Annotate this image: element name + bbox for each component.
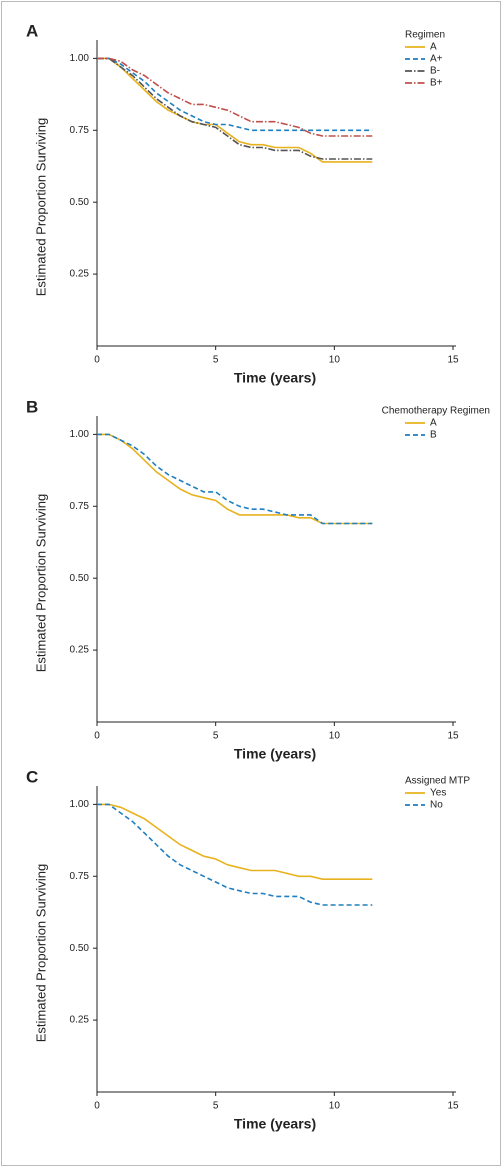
legend-title: Chemotherapy Regimen <box>382 406 490 417</box>
survival-curve <box>97 57 373 160</box>
x-axis-title: Time (years) <box>234 370 316 386</box>
y-tick-label: 0.25 <box>70 1015 90 1026</box>
y-tick-label: 0.25 <box>70 269 90 280</box>
x-tick-label: 10 <box>329 731 341 742</box>
survival-curve <box>97 57 373 163</box>
x-tick-label: 15 <box>447 1101 459 1112</box>
legend-label: A <box>430 418 437 429</box>
x-tick-label: 0 <box>94 1101 100 1112</box>
legend-label: No <box>430 800 443 811</box>
x-tick-label: 15 <box>447 731 459 742</box>
panel-label: A <box>26 21 38 40</box>
legend-label: B- <box>430 66 440 77</box>
x-tick-label: 10 <box>329 355 341 366</box>
legend-label: A+ <box>430 54 443 65</box>
x-tick-label: 0 <box>94 355 100 366</box>
y-tick-label: 0.50 <box>70 197 90 208</box>
legend-label: Yes <box>430 788 446 799</box>
y-axis-title: Estimated Proportion Surviving <box>33 118 48 296</box>
y-axis-title: Estimated Proportion Surviving <box>33 864 48 1042</box>
legend-label: B+ <box>430 78 443 89</box>
y-tick-label: 0.25 <box>70 645 90 656</box>
panel: C 0.25 0.50 0.75 1.00 0 5 10 15 Time (years) Estim… <box>26 767 470 1131</box>
legend-label: B <box>430 430 437 441</box>
survival-curve <box>97 803 373 906</box>
y-tick-label: 0.75 <box>70 125 90 136</box>
x-tick-label: 0 <box>94 731 100 742</box>
y-axis-title: Estimated Proportion Surviving <box>33 494 48 672</box>
y-tick-label: 0.75 <box>70 871 90 882</box>
x-tick-label: 15 <box>447 355 459 366</box>
survival-curve <box>97 433 373 525</box>
panel: A 0.25 0.50 0.75 1.00 0 5 10 15 Time (years) Estim… <box>26 21 459 385</box>
panel: B 0.25 0.50 0.75 1.00 0 5 10 15 Time (years) Estim… <box>26 397 490 761</box>
panel-label: B <box>26 397 38 416</box>
x-axis-title: Time (years) <box>234 746 316 762</box>
y-tick-label: 1.00 <box>70 799 90 810</box>
survival-curve <box>97 433 373 525</box>
y-tick-label: 1.00 <box>70 53 90 64</box>
legend-label: A <box>430 42 437 53</box>
y-tick-label: 0.50 <box>70 573 90 584</box>
x-tick-label: 5 <box>213 731 219 742</box>
survival-curve <box>97 803 373 880</box>
panel-label: C <box>26 767 38 786</box>
x-tick-label: 5 <box>213 355 219 366</box>
legend-title: Assigned MTP <box>405 776 470 787</box>
y-tick-label: 0.50 <box>70 943 90 954</box>
y-tick-label: 0.75 <box>70 501 90 512</box>
legend-title: Regimen <box>405 30 445 41</box>
y-tick-label: 1.00 <box>70 429 90 440</box>
x-tick-label: 10 <box>329 1101 341 1112</box>
survival-curve <box>97 57 373 132</box>
x-tick-label: 5 <box>213 1101 219 1112</box>
survival-curve <box>97 57 373 137</box>
x-axis-title: Time (years) <box>234 1116 316 1132</box>
